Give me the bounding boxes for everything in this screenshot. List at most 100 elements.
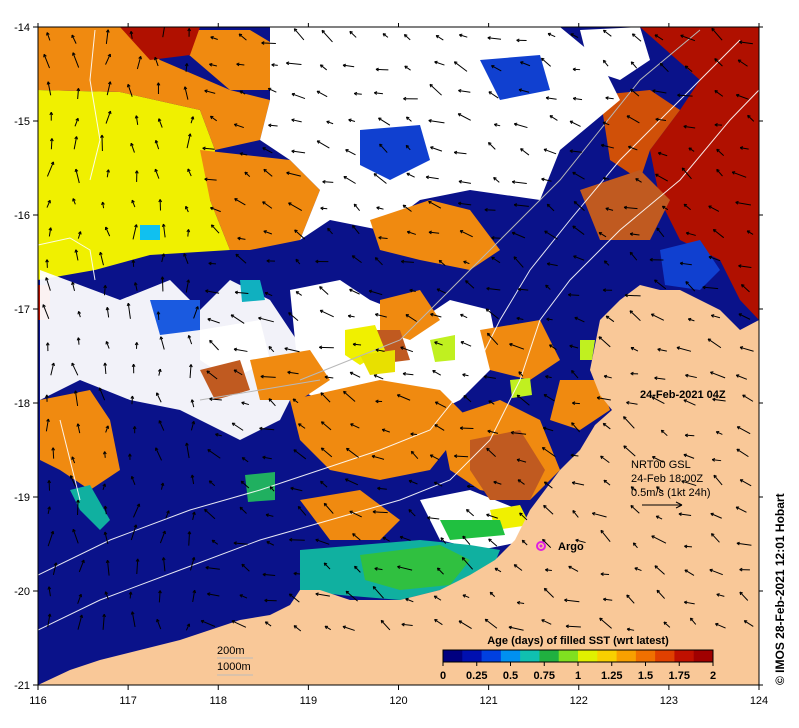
- colorbar-swatch: [693, 650, 714, 662]
- current-arrow: [230, 314, 245, 324]
- current-arrow: [184, 86, 189, 100]
- current-arrow: [210, 207, 221, 213]
- current-arrow: [264, 292, 273, 297]
- current-arrow: [371, 455, 385, 460]
- current-arrow: [430, 454, 440, 460]
- colorbar-tick-label: 1: [575, 670, 581, 682]
- current-arrow: [160, 336, 165, 350]
- current-arrow: [491, 256, 501, 264]
- current-arrow: [156, 392, 162, 403]
- current-arrow: [351, 255, 362, 264]
- current-arrow: [401, 623, 413, 627]
- current-arrow: [573, 97, 583, 101]
- current-arrow: [603, 598, 613, 601]
- current-arrow: [712, 459, 722, 462]
- current-arrow: [572, 225, 585, 235]
- current-arrow: [320, 392, 331, 403]
- x-tick-label: 124: [750, 695, 768, 707]
- current-arrow: [489, 591, 496, 597]
- current-arrow: [268, 124, 278, 127]
- current-arrow: [353, 203, 361, 211]
- current-arrow: [295, 291, 302, 296]
- current-arrow: [99, 252, 104, 266]
- current-arrow: [571, 370, 579, 379]
- current-arrow: [686, 232, 696, 236]
- current-arrow: [378, 237, 388, 240]
- current-arrow: [635, 178, 642, 183]
- current-arrow: [286, 172, 301, 177]
- current-arrow: [466, 509, 474, 517]
- current-arrow: [707, 338, 722, 349]
- current-arrow: [155, 140, 160, 150]
- current-arrow: [543, 427, 554, 432]
- current-arrow: [160, 482, 164, 490]
- thin-contours: [199, 29, 701, 401]
- current-arrow: [343, 390, 356, 402]
- current-arrow: [458, 180, 471, 184]
- current-arrow: [708, 256, 721, 262]
- current-arrow: [291, 150, 306, 154]
- colorbar-swatch: [539, 650, 560, 662]
- current-arrow: [191, 399, 195, 408]
- current-arrow: [105, 591, 109, 600]
- current-arrow: [572, 171, 585, 180]
- current-arrow: [656, 515, 663, 520]
- current-arrow: [233, 348, 248, 352]
- current-arrow: [630, 233, 640, 236]
- current-arrow: [193, 306, 199, 319]
- current-arrow: [287, 371, 299, 375]
- current-arrow: [630, 88, 640, 97]
- current-arrow: [373, 173, 387, 184]
- current-arrow: [462, 594, 470, 599]
- x-tick-label: 119: [300, 695, 318, 707]
- y-axis: -14 -15 -16 -17 -18 -19 -20 -21: [14, 22, 763, 692]
- current-arrow: [713, 474, 723, 486]
- current-arrow: [572, 482, 585, 486]
- current-arrow: [632, 542, 638, 549]
- current-arrow: [45, 418, 49, 432]
- current-arrow: [349, 510, 362, 518]
- red-region-ne: [640, 27, 759, 320]
- current-arrow: [428, 200, 442, 209]
- current-arrow: [736, 448, 749, 458]
- current-arrow: [323, 503, 334, 514]
- current-arrow: [161, 253, 165, 263]
- current-arrow: [190, 557, 195, 571]
- current-arrow: [191, 474, 195, 485]
- current-arrow: [605, 207, 614, 211]
- current-arrow: [430, 146, 443, 152]
- current-arrow: [324, 376, 334, 379]
- current-arrow: [268, 88, 277, 93]
- current-arrow: [284, 347, 300, 353]
- current-arrow: [630, 347, 639, 352]
- current-arrow: [158, 118, 163, 128]
- current-arrow: [105, 226, 111, 237]
- current-arrow: [231, 620, 247, 628]
- current-arrow: [509, 343, 525, 350]
- y-tick-label: -17: [14, 304, 30, 316]
- current-arrow: [461, 557, 474, 570]
- current-arrow: [434, 619, 443, 626]
- current-arrow: [574, 317, 585, 323]
- current-arrow: [77, 423, 81, 434]
- current-arrow: [487, 430, 499, 434]
- current-arrow: [716, 593, 725, 597]
- current-arrow: [158, 369, 161, 376]
- current-arrow: [494, 567, 502, 573]
- current-arrow: [629, 251, 638, 261]
- current-arrow: [157, 311, 160, 321]
- current-arrow: [544, 230, 558, 240]
- current-arrow: [491, 65, 502, 72]
- current-arrow: [484, 209, 496, 211]
- current-arrow: [458, 202, 472, 206]
- colorbar-swatch: [578, 650, 598, 662]
- current-arrow: [684, 65, 693, 73]
- small-yellow-patches: [345, 325, 595, 530]
- current-arrow: [406, 116, 412, 122]
- current-arrow: [626, 115, 640, 124]
- x-tick-label: 117: [119, 695, 137, 707]
- current-arrow: [569, 345, 579, 349]
- credit-text-box: © IMOS 28-Feb-2021 12:01 Hobart: [773, 493, 787, 685]
- current-arrow: [47, 613, 51, 628]
- current-arrow: [485, 308, 499, 320]
